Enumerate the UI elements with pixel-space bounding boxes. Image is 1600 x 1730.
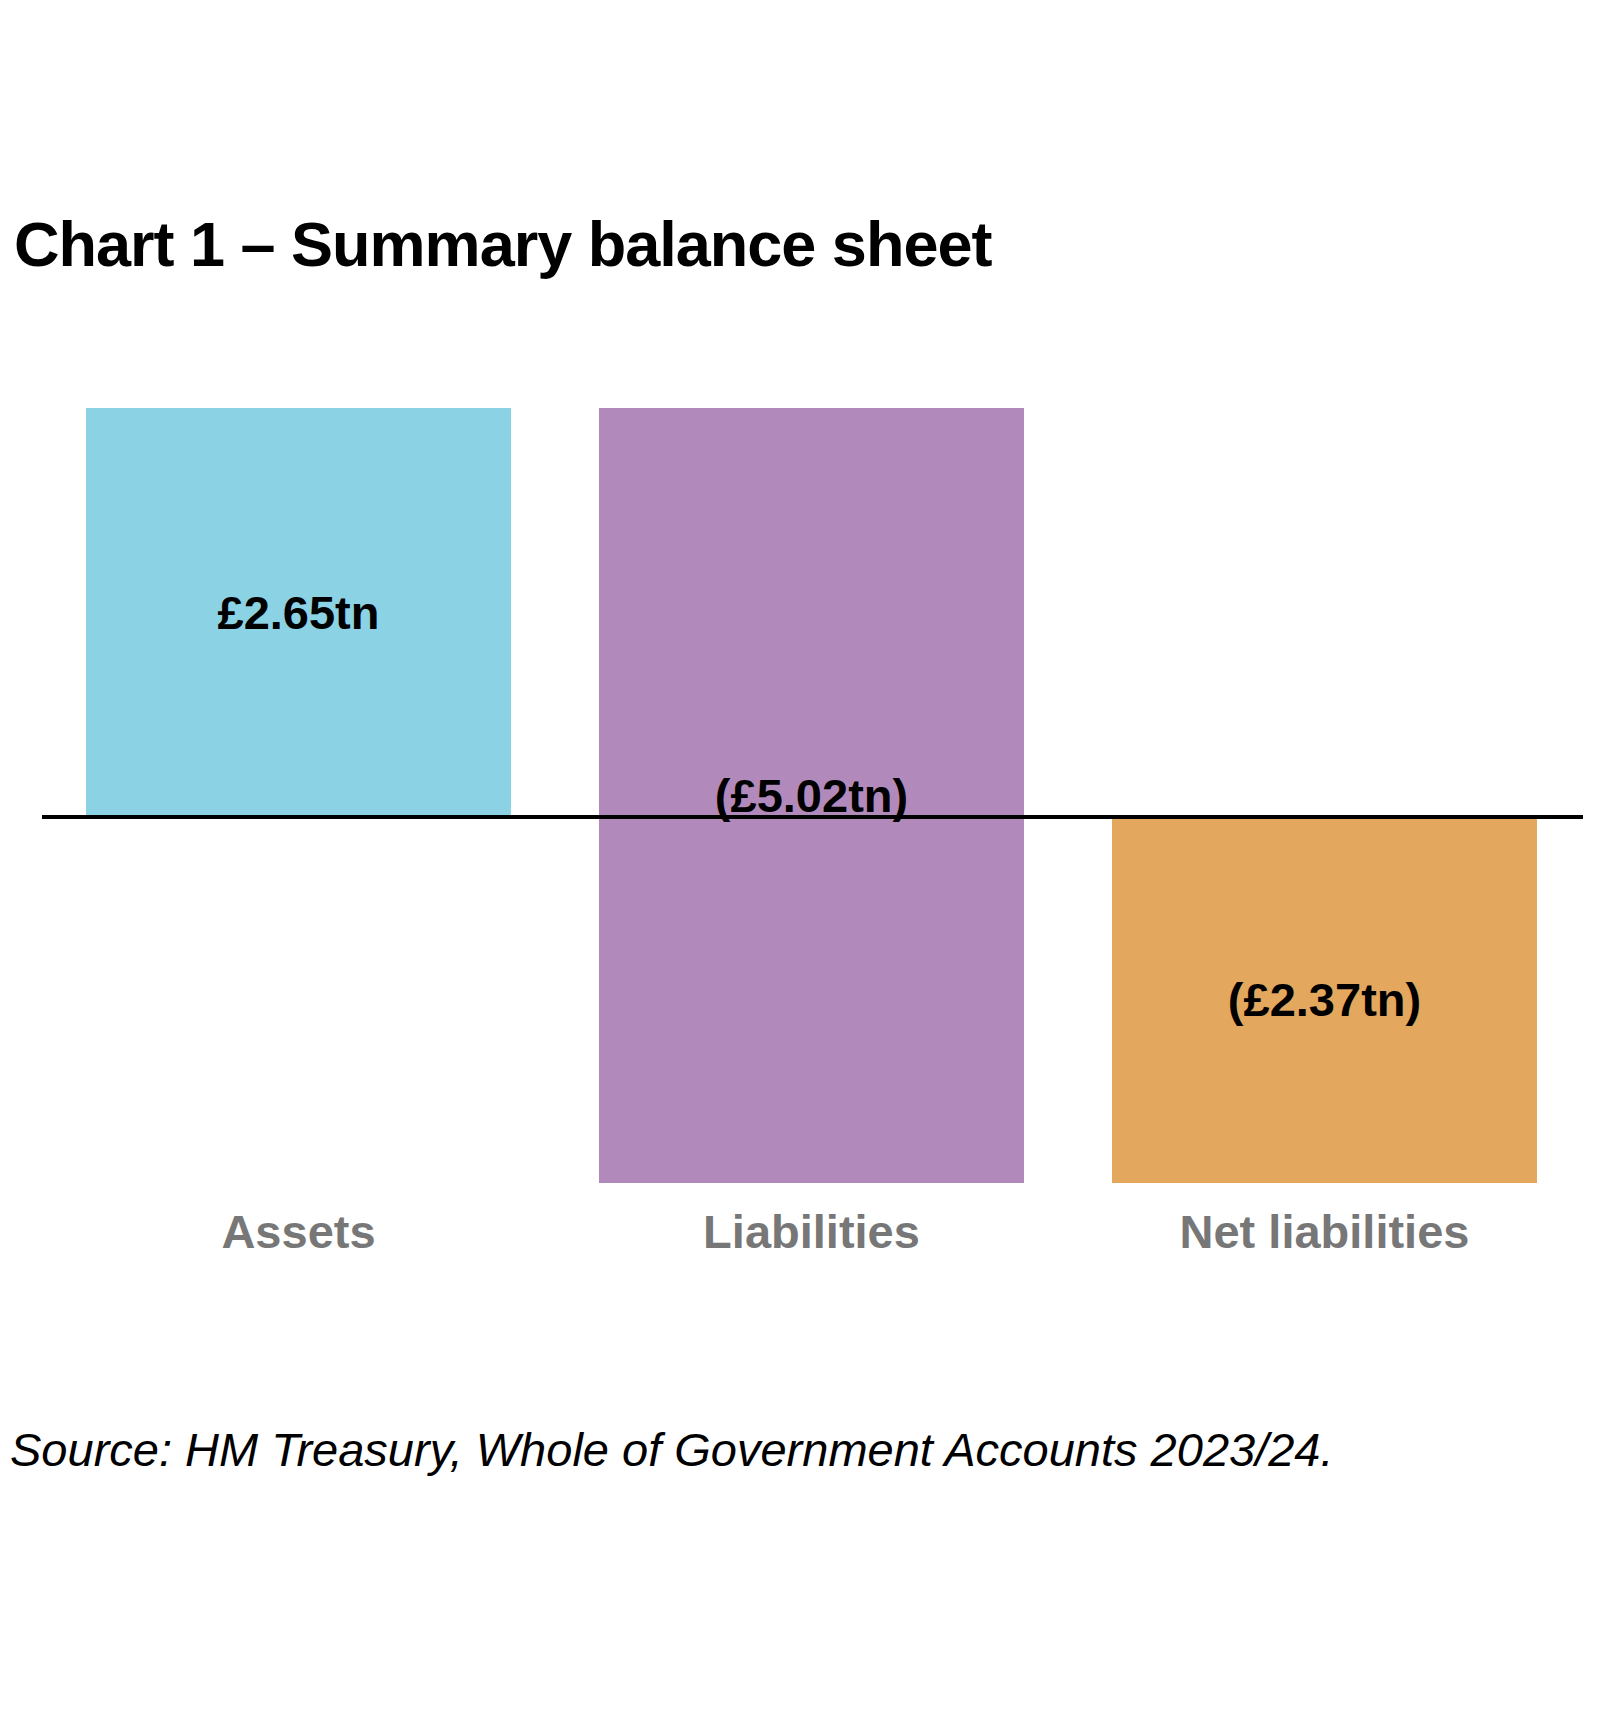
value-label-assets: £2.65tn [218, 585, 380, 640]
category-label-net-liabilities: Net liabilities [1112, 1204, 1537, 1259]
value-label-net-liabilities: (£2.37tn) [1228, 972, 1421, 1027]
chart-canvas: Chart 1 – Summary balance sheet £2.65tn(… [0, 0, 1600, 1730]
zero-axis-line [42, 815, 1583, 819]
source-note: Source: HM Treasury, Whole of Government… [10, 1422, 1334, 1477]
bar-assets: £2.65tn [86, 408, 511, 817]
bar-net-liabilities: (£2.37tn) [1112, 817, 1537, 1183]
bar-liabilities: (£5.02tn) [599, 408, 1024, 1183]
category-label-liabilities: Liabilities [599, 1204, 1024, 1259]
category-label-assets: Assets [86, 1204, 511, 1259]
